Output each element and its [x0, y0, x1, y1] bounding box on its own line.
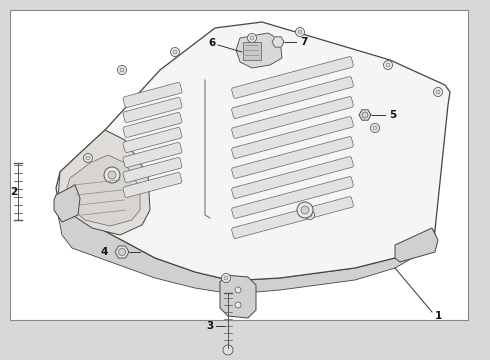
Circle shape [119, 248, 125, 256]
Polygon shape [56, 22, 450, 280]
Circle shape [247, 33, 256, 42]
Circle shape [235, 287, 241, 293]
Circle shape [298, 30, 302, 34]
Polygon shape [395, 228, 438, 262]
Bar [243, 42, 261, 60]
Circle shape [86, 156, 90, 160]
Circle shape [171, 48, 179, 57]
Text: 1: 1 [434, 311, 441, 321]
Polygon shape [58, 130, 150, 235]
Circle shape [386, 63, 390, 67]
FancyBboxPatch shape [123, 98, 182, 122]
Circle shape [235, 302, 241, 308]
Polygon shape [54, 185, 80, 222]
Polygon shape [220, 275, 256, 318]
Circle shape [370, 123, 379, 132]
Circle shape [173, 50, 177, 54]
Circle shape [224, 276, 228, 280]
FancyBboxPatch shape [123, 82, 182, 108]
FancyBboxPatch shape [123, 112, 182, 138]
Polygon shape [236, 33, 282, 68]
Circle shape [221, 274, 230, 283]
Circle shape [301, 206, 309, 214]
Text: 2: 2 [10, 187, 18, 197]
FancyBboxPatch shape [232, 57, 353, 98]
Circle shape [83, 153, 93, 162]
FancyBboxPatch shape [232, 96, 353, 139]
FancyBboxPatch shape [232, 176, 353, 219]
Circle shape [384, 60, 392, 69]
Bar [10, 10, 468, 320]
Circle shape [120, 68, 124, 72]
FancyBboxPatch shape [123, 127, 182, 153]
FancyBboxPatch shape [123, 172, 182, 198]
Circle shape [295, 27, 304, 36]
Circle shape [223, 345, 233, 355]
FancyBboxPatch shape [123, 157, 182, 183]
Text: 6: 6 [208, 38, 216, 48]
FancyBboxPatch shape [232, 136, 353, 179]
Polygon shape [272, 37, 284, 47]
FancyBboxPatch shape [232, 117, 353, 158]
Text: 3: 3 [206, 321, 214, 331]
Circle shape [373, 126, 377, 130]
Circle shape [118, 66, 126, 75]
FancyBboxPatch shape [232, 77, 353, 118]
FancyBboxPatch shape [232, 157, 353, 198]
Circle shape [436, 90, 440, 94]
Text: 7: 7 [300, 37, 308, 47]
Text: 5: 5 [390, 110, 396, 120]
Text: 4: 4 [100, 247, 108, 257]
Circle shape [362, 112, 368, 118]
Circle shape [308, 213, 312, 217]
Circle shape [297, 202, 313, 218]
Circle shape [250, 36, 254, 40]
Polygon shape [359, 110, 371, 120]
Polygon shape [67, 155, 140, 226]
FancyBboxPatch shape [232, 197, 353, 238]
Circle shape [305, 211, 315, 220]
Circle shape [104, 167, 120, 183]
Polygon shape [58, 200, 435, 293]
FancyBboxPatch shape [123, 143, 182, 167]
Circle shape [108, 171, 116, 179]
Polygon shape [115, 246, 129, 258]
Circle shape [434, 87, 442, 96]
